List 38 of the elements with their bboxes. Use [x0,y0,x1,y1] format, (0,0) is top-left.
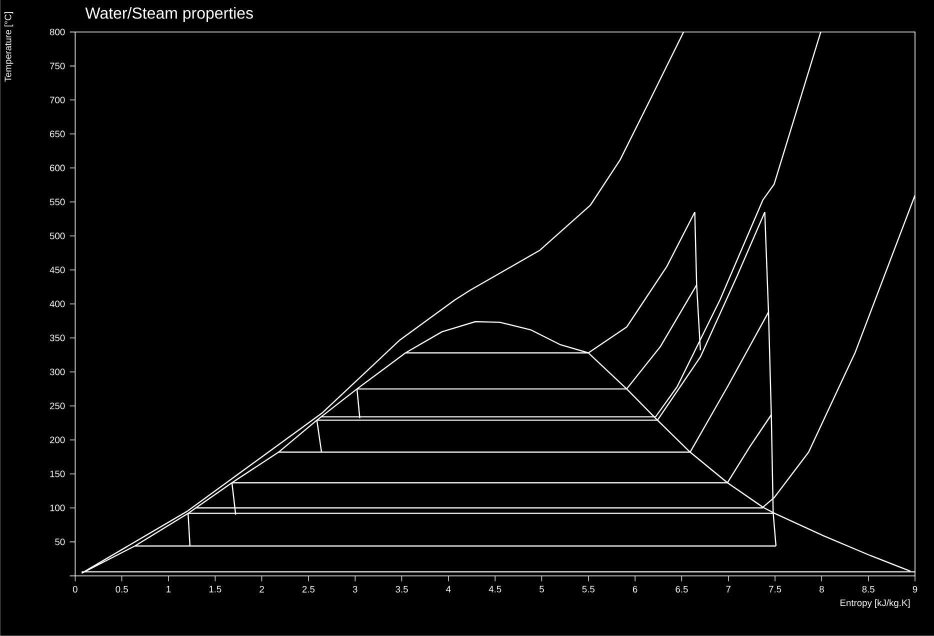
x-tick-label: 7 [726,586,731,592]
x-tick-label: 3.5 [396,586,408,593]
y-tick-label: 250 [50,402,65,410]
y-tick-label: 700 [50,96,65,104]
x-tick-label: 4.5 [488,586,502,592]
x-tick-label: 9 [912,586,918,593]
y-tick-label: 100 [50,504,65,512]
y-tick-label: 750 [50,62,65,70]
x-tick-label: 3 [352,586,358,593]
x-tick-label: 2 [260,586,264,593]
y-tick-label: 50 [55,538,65,546]
y-tick-label: 200 [50,436,65,444]
y-axis-title: Temperature [°C] [4,12,14,82]
y-tick-label: 350 [50,334,65,342]
y-tick-label: 800 [50,28,65,36]
x-tick-label: 0 [72,586,78,593]
y-tick-label: 400 [50,300,65,308]
y-tick-label: 550 [50,198,65,206]
x-tick-label: 8 [820,586,824,593]
x-tick-label: 1.5 [209,586,222,592]
y-tick-label: 450 [50,266,65,274]
y-tick-label: 650 [50,130,65,138]
y-tick-label: 300 [50,368,65,376]
x-tick-label: 8.5 [862,586,874,593]
x-tick-label: 0.5 [116,586,128,593]
x-tick-label: 6.5 [676,586,688,593]
y-tick-label: 150 [50,470,65,478]
x-tick-label: 6 [632,586,638,593]
y-tick-label: 600 [50,164,65,172]
x-tick-label: 1 [166,586,171,592]
x-tick-label: 7.5 [769,586,782,592]
x-tick-label: 2.5 [302,586,315,593]
x-tick-label: 5.5 [582,586,594,592]
x-tick-label: 4 [446,586,451,592]
x-tick-label: 5 [540,586,544,592]
x-axis-title: Entropy [kJ/kg.K] [840,599,910,608]
y-tick-label: 500 [50,232,65,240]
chart-title: Water/Steam properties [85,7,253,22]
